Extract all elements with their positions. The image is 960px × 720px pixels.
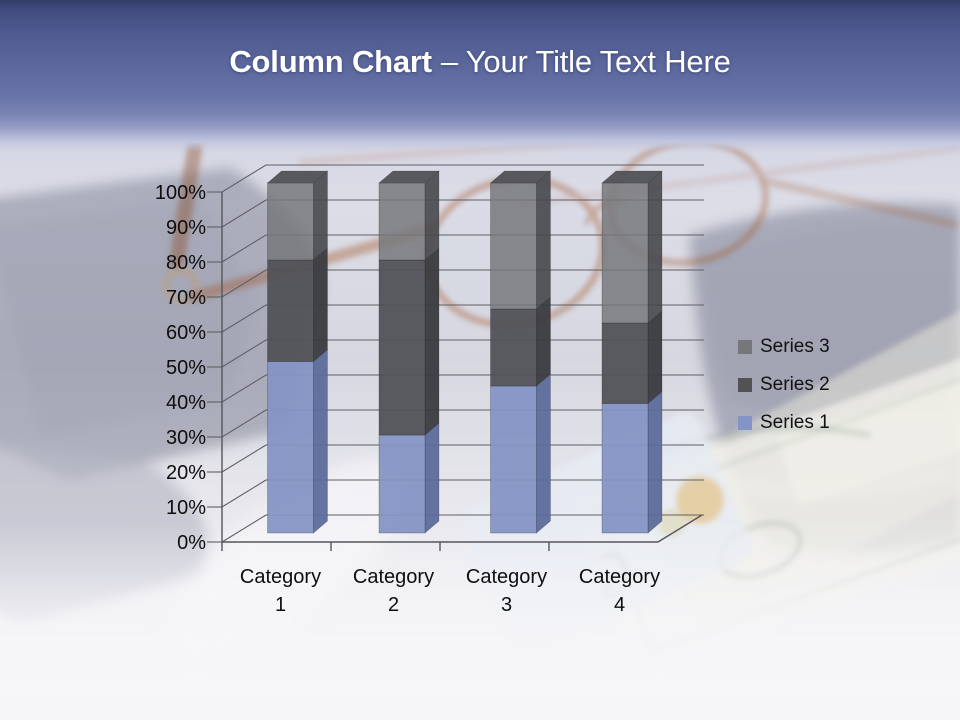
legend-item: Series 1 xyxy=(738,412,830,433)
gridline-depth xyxy=(221,234,267,263)
y-axis-tick-label: 10% xyxy=(166,497,206,519)
bar-segment-series3-cat2 xyxy=(378,182,426,261)
bar-segment-series2-cat3 xyxy=(490,308,537,387)
bar-side-series2-cat2 xyxy=(424,247,440,436)
x-axis-category-label: Category xyxy=(579,566,660,588)
bar-segment-series3-cat3 xyxy=(490,182,537,310)
x-axis-category-number: 1 xyxy=(275,594,286,616)
bar-side-series3-cat2 xyxy=(424,170,440,261)
bar-side-series2-cat4 xyxy=(647,310,663,405)
gridline-depth xyxy=(221,514,267,543)
x-axis-category-label: Category xyxy=(466,566,547,588)
bar-segment-series1-cat3 xyxy=(490,385,537,534)
y-axis-tick-label: 90% xyxy=(166,217,206,239)
y-axis-tick-label: 60% xyxy=(166,322,206,344)
bottom-fog xyxy=(0,520,960,720)
x-axis-category-number: 4 xyxy=(614,594,625,616)
bar-side-series2-cat3 xyxy=(536,296,551,387)
bar-top-cat1 xyxy=(266,170,329,184)
bar-side-series3-cat4 xyxy=(647,170,663,324)
bar-side-series1-cat4 xyxy=(647,390,663,534)
y-axis-tick-label: 0% xyxy=(177,532,206,554)
title-bold: Column Chart xyxy=(229,44,432,79)
x-axis-category-number: 3 xyxy=(501,594,512,616)
legend: Series 3 Series 2 Series 1 xyxy=(738,336,830,451)
gridline-depth xyxy=(221,269,267,298)
gridline-depth xyxy=(221,374,267,403)
y-axis-tick-label: 20% xyxy=(166,462,206,484)
legend-label: Series 1 xyxy=(760,412,830,433)
gridline-depth xyxy=(221,304,267,333)
bar-segment-series2-cat4 xyxy=(601,322,649,404)
bar-side-series1-cat2 xyxy=(424,422,440,534)
legend-swatch xyxy=(738,416,752,430)
x-axis-category-number: 2 xyxy=(388,594,399,616)
bar-top-cat2 xyxy=(378,170,440,184)
y-axis-tick-label: 70% xyxy=(166,287,206,309)
x-axis-category-label: Category xyxy=(353,566,434,588)
gridline-depth xyxy=(221,479,267,508)
legend-swatch xyxy=(738,340,752,354)
bar-segment-series1-cat2 xyxy=(378,434,426,534)
slide-title: Column Chart – Your Title Text Here xyxy=(0,44,960,80)
bar-side-series3-cat1 xyxy=(313,170,328,261)
legend-swatch xyxy=(738,378,752,392)
bar-segment-series1-cat1 xyxy=(267,361,314,534)
y-axis-tick-label: 50% xyxy=(166,357,206,379)
legend-label: Series 3 xyxy=(760,336,830,357)
slide-header: Column Chart – Your Title Text Here xyxy=(0,0,960,152)
x-axis-category-label: Category xyxy=(240,566,321,588)
gridline-depth xyxy=(221,199,267,228)
y-axis-tick-label: 30% xyxy=(166,427,206,449)
bar-side-series1-cat1 xyxy=(313,348,328,534)
y-axis-tick-label: 100% xyxy=(155,182,206,204)
bar-side-series3-cat3 xyxy=(536,170,551,310)
legend-label: Series 2 xyxy=(760,374,830,395)
bar-top-cat3 xyxy=(489,170,552,184)
gridline-depth xyxy=(221,409,267,438)
gridline-depth xyxy=(221,339,267,368)
gridline-depth xyxy=(221,164,267,193)
bar-side-series2-cat1 xyxy=(313,247,328,363)
y-axis-tick-label: 80% xyxy=(166,252,206,274)
bar-segment-series2-cat2 xyxy=(378,259,426,436)
bar-side-series1-cat3 xyxy=(536,373,551,534)
legend-item: Series 3 xyxy=(738,336,830,357)
gridline-depth xyxy=(221,444,267,473)
bar-segment-series2-cat1 xyxy=(267,259,314,362)
title-rest: – Your Title Text Here xyxy=(440,44,731,79)
bar-segment-series3-cat1 xyxy=(267,182,314,261)
y-axis-tick-label: 40% xyxy=(166,392,206,414)
bar-segment-series3-cat4 xyxy=(601,182,649,324)
legend-item: Series 2 xyxy=(738,374,830,395)
bar-top-cat4 xyxy=(601,170,663,184)
bar-segment-series1-cat4 xyxy=(601,403,649,534)
x-axis-depth-line xyxy=(657,514,703,543)
